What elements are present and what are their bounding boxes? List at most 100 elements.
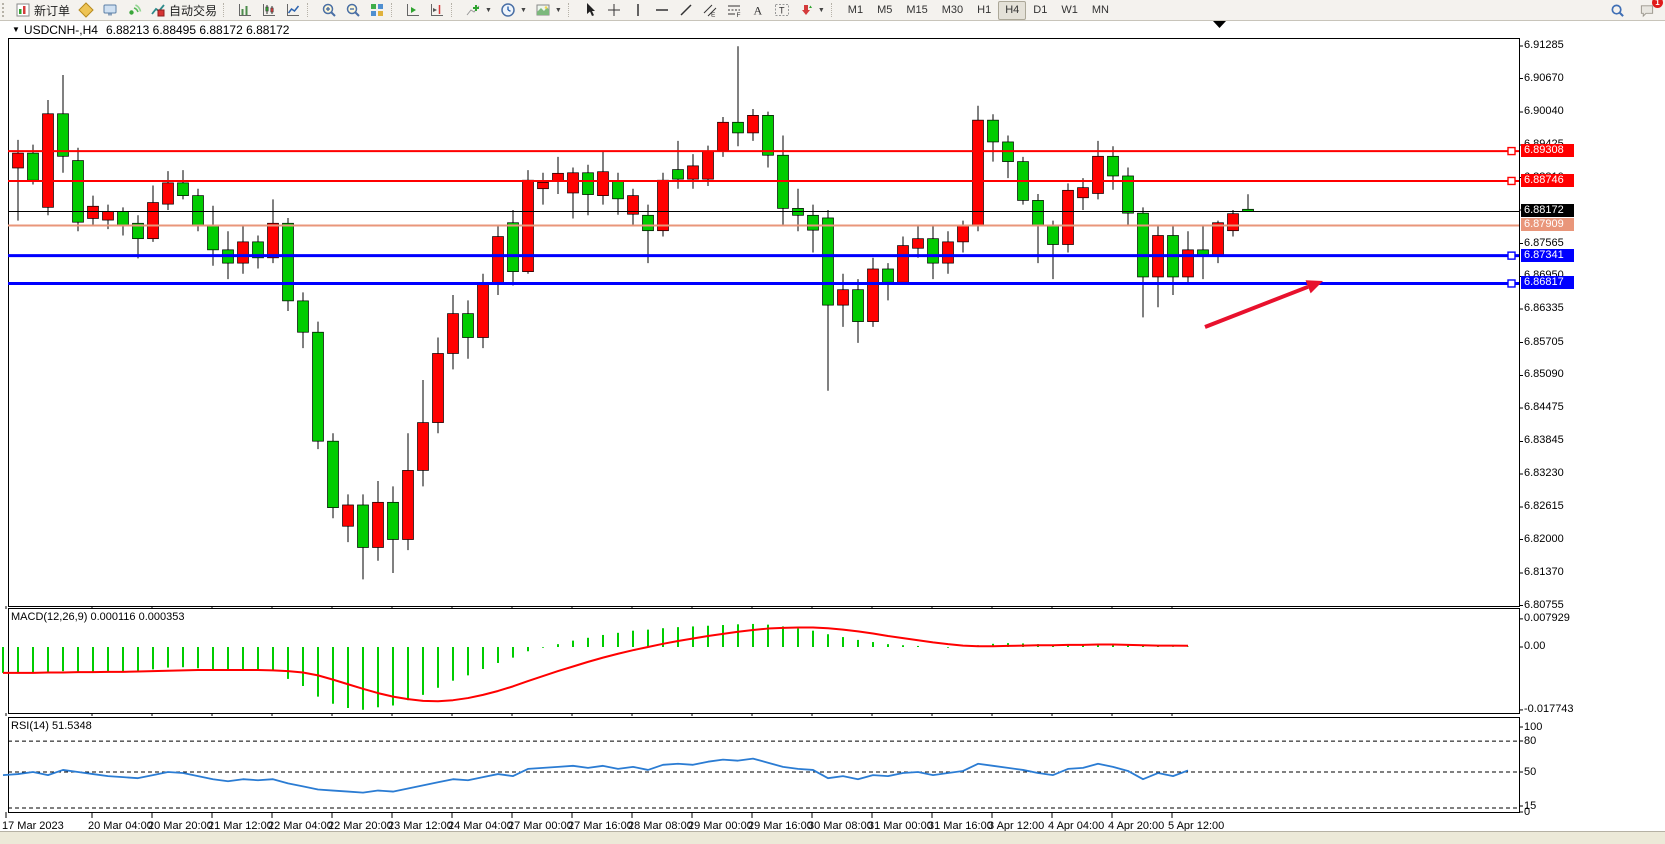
tile-windows-button[interactable] xyxy=(365,0,389,20)
vertical-line-icon xyxy=(637,4,639,16)
vertical-line-button[interactable] xyxy=(626,0,650,20)
crosshair-button[interactable] xyxy=(602,0,626,20)
horizontal-line-button[interactable] xyxy=(650,0,674,20)
candle xyxy=(42,99,54,216)
time-axis-label: 3 Apr 12:00 xyxy=(988,820,1045,832)
time-axis-label: 17 Mar 2023 xyxy=(2,820,64,832)
macd-axis-tick: 0.00 xyxy=(1524,640,1546,652)
channel-icon: E xyxy=(703,4,717,19)
text-button[interactable]: A xyxy=(746,0,770,20)
level-line-handle[interactable] xyxy=(1507,279,1516,288)
toolbar-grip[interactable] xyxy=(2,3,9,17)
candle xyxy=(972,105,984,232)
timeframe-mn-button[interactable]: MN xyxy=(1091,3,1109,16)
templates-button[interactable]: ▼ xyxy=(531,0,566,20)
timeframe-m5-button[interactable]: M5 xyxy=(877,3,893,16)
candle xyxy=(627,188,639,226)
periods-button[interactable]: ▼ xyxy=(496,0,531,20)
chart-dropdown-icon[interactable]: ▼ xyxy=(12,25,20,34)
candle xyxy=(567,167,579,219)
trendline-button[interactable] xyxy=(674,0,698,20)
arrow-annotation-head[interactable] xyxy=(1305,280,1323,294)
indicators-button[interactable]: ▼ xyxy=(461,0,496,20)
time-axis-label: 4 Apr 04:00 xyxy=(1048,820,1105,832)
search-button[interactable] xyxy=(1606,0,1629,20)
auto-scroll-button[interactable] xyxy=(401,0,425,20)
macd-axis-tick: 0.007929 xyxy=(1524,611,1570,624)
candle xyxy=(1107,146,1119,190)
periods-dropdown-icon[interactable]: ▼ xyxy=(519,6,527,14)
templates-dropdown-icon[interactable]: ▼ xyxy=(554,6,562,14)
timeframe-h4-button[interactable]: H4 xyxy=(998,0,1027,20)
candle xyxy=(432,337,444,434)
toolbar-separator xyxy=(567,3,576,17)
toolbar-button-groups: 新订单 自动交易 ▼ ▼ ▼ E F A T ▼ xyxy=(11,0,829,20)
level-line-handle[interactable] xyxy=(1507,176,1516,186)
notifications-button[interactable]: 1 xyxy=(1635,0,1663,20)
price-axis-tick: 6.83230 xyxy=(1524,467,1564,480)
candle xyxy=(237,225,249,274)
timeframe-m1-button[interactable]: M1 xyxy=(847,3,864,16)
line-chart-icon xyxy=(287,4,300,16)
timeframe-bar: M1 M5 M15 M30 H1 H4 D1 W1 MN xyxy=(841,0,1116,20)
level-line-handle[interactable] xyxy=(1507,146,1516,156)
bar-chart-icon xyxy=(239,4,252,16)
candle xyxy=(447,295,459,370)
macd-axis-tick: -0.017743 xyxy=(1524,702,1574,715)
terminal-button[interactable] xyxy=(98,0,122,20)
arrow-annotation-line[interactable] xyxy=(1204,284,1309,329)
candle xyxy=(462,300,474,359)
shapes-dropdown-icon[interactable]: ▼ xyxy=(817,6,825,14)
line-chart-button[interactable] xyxy=(281,0,305,20)
new-order-icon xyxy=(16,3,30,17)
candlestick-chart-button[interactable] xyxy=(257,0,281,20)
timeframe-d1-button[interactable]: D1 xyxy=(1033,3,1048,16)
zoom-in-button[interactable] xyxy=(317,0,341,20)
shapes-button[interactable]: ▼ xyxy=(794,0,829,20)
rsi-axis-tick: 80 xyxy=(1524,735,1537,747)
crosshair-icon xyxy=(607,4,620,16)
candle xyxy=(732,46,744,147)
candle xyxy=(417,380,429,487)
bar-chart-button[interactable] xyxy=(233,0,257,20)
timeframe-m15-button[interactable]: M15 xyxy=(906,3,928,16)
chart-symbol-period: USDCNH-,H4 xyxy=(23,23,98,37)
rsi-axis-tick: 0 xyxy=(1524,806,1531,818)
level-line-handle[interactable] xyxy=(1507,251,1516,260)
autotrading-button[interactable]: 自动交易 xyxy=(146,0,221,20)
candle xyxy=(147,185,159,242)
label-button[interactable]: T xyxy=(770,0,794,20)
indicators-icon xyxy=(466,5,480,16)
level-price-tag: 6.86817 xyxy=(1521,276,1574,290)
candle xyxy=(327,433,339,519)
fibonacci-button[interactable]: F xyxy=(722,0,746,20)
candle xyxy=(72,147,84,232)
timeframe-h1-button[interactable]: H1 xyxy=(977,3,992,16)
new-order-button[interactable]: 新订单 xyxy=(11,0,74,20)
cursor-button[interactable] xyxy=(578,0,602,20)
time-axis-label: 20 Mar 04:00 xyxy=(88,820,153,832)
candle xyxy=(267,199,279,264)
channel-button[interactable]: E xyxy=(698,0,722,20)
timeframe-w1-button[interactable]: W1 xyxy=(1061,3,1078,16)
candle xyxy=(807,204,819,253)
candle xyxy=(657,172,669,237)
toolbar-separator xyxy=(451,3,459,17)
candle xyxy=(582,164,594,216)
indicators-dropdown-icon[interactable]: ▼ xyxy=(485,6,492,14)
price-axis-tick: 6.84475 xyxy=(1524,400,1564,413)
time-axis-label: 29 Mar 00:00 xyxy=(688,820,753,832)
candle xyxy=(372,481,384,561)
zoom-out-button[interactable] xyxy=(341,0,365,20)
candle xyxy=(867,257,879,327)
chart-window: ▼ USDCNH-,H4 6.88213 6.88495 6.88172 6.881… xyxy=(0,20,1665,832)
candle xyxy=(252,235,264,269)
timeframe-m30-button[interactable]: M30 xyxy=(941,3,964,16)
toolbar-separator xyxy=(830,3,839,17)
chart-shift-button[interactable] xyxy=(425,0,449,20)
metaeditor-button[interactable] xyxy=(74,0,98,20)
time-axis-label: 20 Mar 20:00 xyxy=(148,820,213,832)
svg-text:E: E xyxy=(711,12,716,19)
signals-button[interactable] xyxy=(122,0,146,20)
toolbar-right: 1 xyxy=(1606,0,1665,20)
